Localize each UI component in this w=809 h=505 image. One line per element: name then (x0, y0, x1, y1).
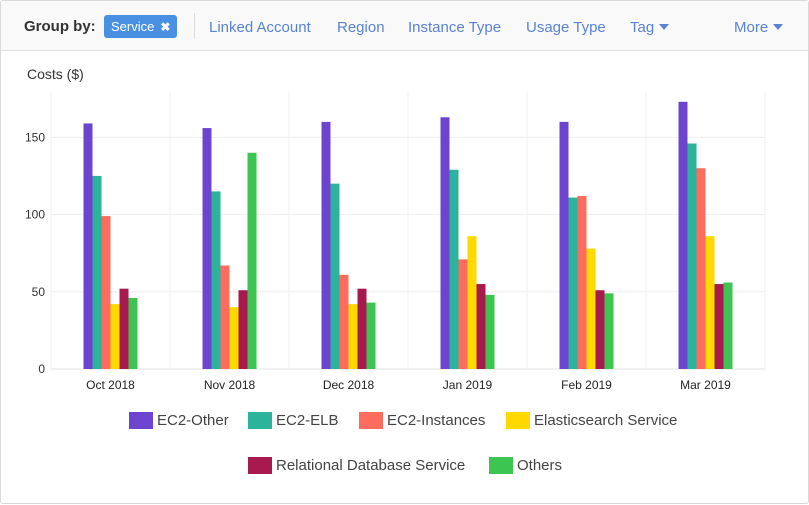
bar (128, 297, 138, 369)
divider (194, 13, 195, 39)
bar (220, 265, 230, 369)
option-region[interactable]: Region (337, 19, 385, 36)
bar (348, 304, 358, 369)
bar (714, 284, 724, 369)
bar (678, 101, 688, 370)
bar (604, 293, 614, 369)
bar (101, 216, 111, 369)
bar (83, 123, 93, 369)
legend-label: Elasticsearch Service (534, 412, 678, 429)
option-tag[interactable]: Tag (630, 19, 670, 36)
legend-swatch (248, 457, 272, 474)
bar (339, 274, 349, 369)
legend-swatch (489, 457, 513, 474)
bar (705, 236, 715, 369)
bar (595, 290, 605, 369)
bar (119, 288, 129, 369)
y-tick-label: 0 (38, 362, 45, 376)
option-linked-account[interactable]: Linked Account (209, 19, 311, 36)
bar (202, 128, 212, 369)
bar (440, 117, 450, 369)
chevron-down-icon (659, 23, 670, 30)
bar (687, 143, 697, 369)
bar (458, 259, 468, 369)
bar (229, 307, 239, 369)
bar (577, 196, 587, 369)
bar (357, 288, 367, 369)
legend-label: Others (517, 457, 563, 474)
legend-swatch (129, 412, 153, 429)
x-tick-label: Dec 2018 (323, 378, 375, 392)
bar (330, 183, 340, 369)
bar (449, 169, 459, 369)
bar (321, 121, 331, 369)
option-usage-type[interactable]: Usage Type (526, 19, 606, 36)
bar (110, 304, 120, 369)
x-tick-label: Nov 2018 (204, 378, 256, 392)
service-chip[interactable]: Service ✖ (104, 15, 178, 38)
x-tick-label: Jan 2019 (443, 378, 493, 392)
bar-chart: 0 50 100 150 Oct 2018 Nov 2018 Dec 2018 Jan 201… (25, 91, 766, 392)
legend-label: Relational Database Service (276, 457, 466, 474)
bar (238, 290, 248, 369)
bar (92, 175, 102, 369)
bar (467, 236, 477, 369)
group-by-label: Group by: (24, 18, 96, 35)
legend-label: EC2-Other (157, 412, 229, 429)
legend-label: EC2-ELB (276, 412, 339, 429)
bar (696, 168, 706, 369)
legend-swatch (506, 412, 530, 429)
option-more[interactable]: More (734, 19, 784, 36)
bar (485, 294, 495, 369)
bar (211, 191, 221, 369)
x-tick-label: Oct 2018 (86, 378, 135, 392)
y-tick-label: 50 (32, 285, 46, 299)
y-tick-label: 100 (25, 208, 45, 222)
option-more-label: More (734, 19, 769, 36)
legend-swatch (248, 412, 272, 429)
x-tick-label: Mar 2019 (680, 378, 731, 392)
option-tag-label: Tag (630, 19, 655, 36)
x-tick-label: Feb 2019 (561, 378, 612, 392)
bar (568, 197, 578, 369)
chip-label: Service (111, 19, 155, 34)
y-axis-label: Costs ($) (27, 66, 84, 82)
bar (559, 121, 569, 369)
close-icon[interactable]: ✖ (160, 20, 171, 34)
bar (247, 152, 257, 369)
legend-label: EC2-Instances (387, 412, 486, 429)
chevron-down-icon (773, 23, 784, 30)
group-by-toolbar: Group by: Service ✖ Linked Account Region… (1, 1, 808, 51)
y-tick-label: 150 (25, 130, 45, 144)
legend-swatch (359, 412, 383, 429)
bar (476, 284, 486, 369)
bar (366, 302, 376, 369)
option-instance-type[interactable]: Instance Type (408, 19, 502, 36)
bar (586, 248, 596, 369)
bar (723, 282, 733, 369)
